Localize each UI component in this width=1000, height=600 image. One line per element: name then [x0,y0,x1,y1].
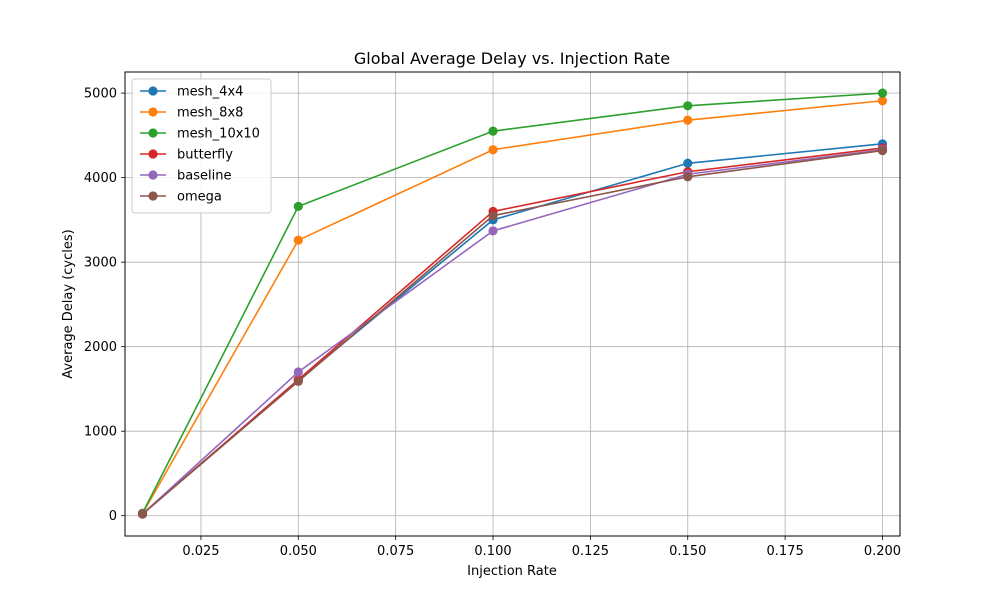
plot-frame [124,71,901,537]
y-tick-label: 3000 [84,256,117,271]
legend-item: mesh_10x10 [140,127,260,142]
x-axis-label: Injection Rate [467,564,557,579]
legend-marker [148,128,158,138]
data-point [293,201,303,211]
legend-label: mesh_10x10 [177,127,260,142]
legend-marker [148,191,158,201]
data-point [683,172,693,182]
legend-marker [148,170,158,180]
x-axis: 0.025 0.050 0.075 0.100 0.125 0.150 0.175 0.200 [182,536,901,559]
x-tick-label: 0.200 [864,544,901,559]
legend-label: butterfly [177,148,233,163]
legend-marker [148,86,158,96]
x-tick-label: 0.175 [767,544,804,559]
data-point [293,376,303,386]
legend: mesh_4x4 mesh_8x8 mesh_10x10 butterfly basel… [131,78,272,214]
legend-box [131,78,272,214]
x-tick-label: 0.075 [377,544,414,559]
data-point [488,126,498,136]
series-group [137,88,888,519]
data-point [137,509,148,519]
legend-item: baseline [140,169,231,184]
data-point [877,146,888,156]
x-tick-label: 0.025 [182,544,219,559]
legend-label: mesh_8x8 [177,106,243,121]
data-point [488,145,498,155]
data-point [488,211,498,221]
legend-marker [148,107,158,117]
x-tick-label: 0.100 [474,544,511,559]
x-tick-label: 0.150 [669,544,706,559]
legend-label: mesh_4x4 [177,85,243,100]
y-tick-label: 0 [109,509,117,524]
legend-item: mesh_4x4 [140,85,243,100]
chart-title: Global Average Delay vs. Injection Rate [354,49,670,68]
data-point [683,158,693,168]
legend-marker [148,149,158,159]
data-point [877,96,888,106]
x-tick-label: 0.050 [280,544,317,559]
data-point [293,235,303,245]
legend-item: butterfly [140,148,233,163]
y-tick-label: 4000 [84,171,117,186]
data-point [683,101,693,111]
series-omega [137,146,888,519]
y-tick-label: 1000 [84,425,117,440]
data-point [877,88,888,98]
x-tick-label: 0.125 [572,544,609,559]
y-tick-label: 5000 [84,87,117,102]
data-point [293,367,303,377]
y-axis: 0 1000 2000 3000 4000 5000 [84,87,125,524]
data-point [683,115,693,125]
legend-label: omega [177,190,222,205]
y-tick-label: 2000 [84,340,117,355]
legend-item: mesh_8x8 [140,106,243,121]
data-point [488,226,498,236]
legend-item: omega [140,190,222,205]
y-axis-label: Average Delay (cycles) [61,229,76,378]
legend-label: baseline [177,169,231,184]
